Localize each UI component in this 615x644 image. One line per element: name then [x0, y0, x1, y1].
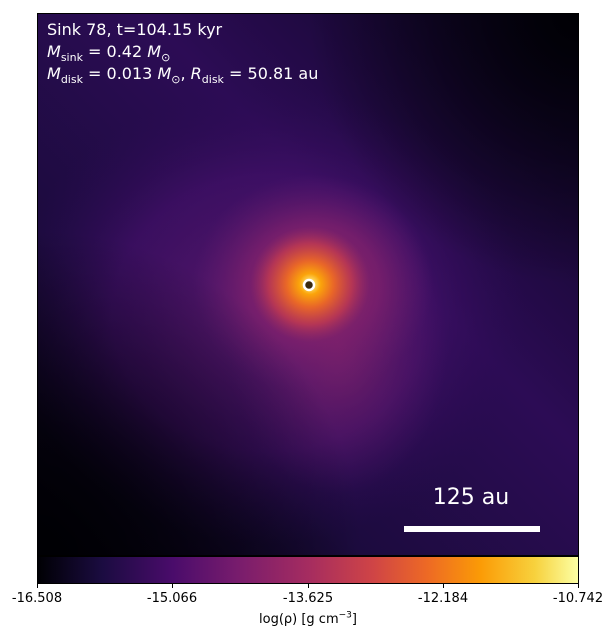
scale-bar — [404, 526, 540, 532]
r-disk-value: = 50.81 au — [229, 64, 319, 83]
colorbar-label-suffix: ] — [351, 612, 357, 627]
r-disk-subscript: disk — [201, 73, 224, 87]
sink-time: t=104.15 kyr — [116, 20, 223, 39]
m-sink-subscript: sink — [60, 51, 83, 65]
colorbar-label-prefix: log(ρ) [g cm — [259, 612, 339, 627]
colorbar-tick-label: -13.625 — [282, 591, 334, 606]
colorbar-label-exponent: −3 — [338, 610, 352, 621]
colorbar-tick — [443, 584, 444, 588]
density-map — [37, 13, 579, 556]
m-disk-symbol: M — [47, 64, 61, 83]
sink-title-separator: , — [106, 20, 112, 39]
sink-marker — [302, 278, 316, 292]
density-map-svg — [38, 14, 578, 555]
disk-separator: , — [180, 64, 186, 83]
colorbar-tick-label: -15.066 — [146, 591, 198, 606]
m-disk-subscript: disk — [60, 73, 83, 87]
m-disk-value: = 0.013 — [88, 64, 153, 83]
r-disk-symbol: R — [190, 64, 202, 83]
colorbar-tick — [172, 584, 173, 588]
colorbar-tick-label: -12.184 — [417, 591, 469, 606]
colorbar — [37, 556, 579, 584]
scale-bar-label: 125 au — [432, 485, 510, 510]
sink-mass-line: Msink = 0.42 M⊙ — [47, 42, 170, 64]
sink-title: Sink 78, t=104.15 kyr — [47, 22, 222, 38]
colorbar-axis-label: log(ρ) [g cm−3] — [259, 610, 357, 627]
colorbar-tick — [578, 584, 579, 588]
m-sink-unit-subscript: ⊙ — [161, 51, 171, 65]
m-sink-unit: M — [147, 42, 162, 61]
m-sink-symbol: M — [47, 42, 61, 61]
colorbar-tick-label: -10.742 — [552, 591, 604, 606]
colorbar-tick — [37, 584, 38, 588]
m-disk-unit: M — [157, 64, 172, 83]
sink-id: Sink 78 — [47, 20, 107, 39]
colorbar-tick — [308, 584, 309, 588]
colorbar-tick-label: -16.508 — [11, 591, 63, 606]
disk-line: Mdisk = 0.013 M⊙, Rdisk = 50.81 au — [47, 64, 319, 86]
m-sink-value: = 0.42 — [88, 42, 143, 61]
m-disk-unit-subscript: ⊙ — [171, 73, 181, 87]
